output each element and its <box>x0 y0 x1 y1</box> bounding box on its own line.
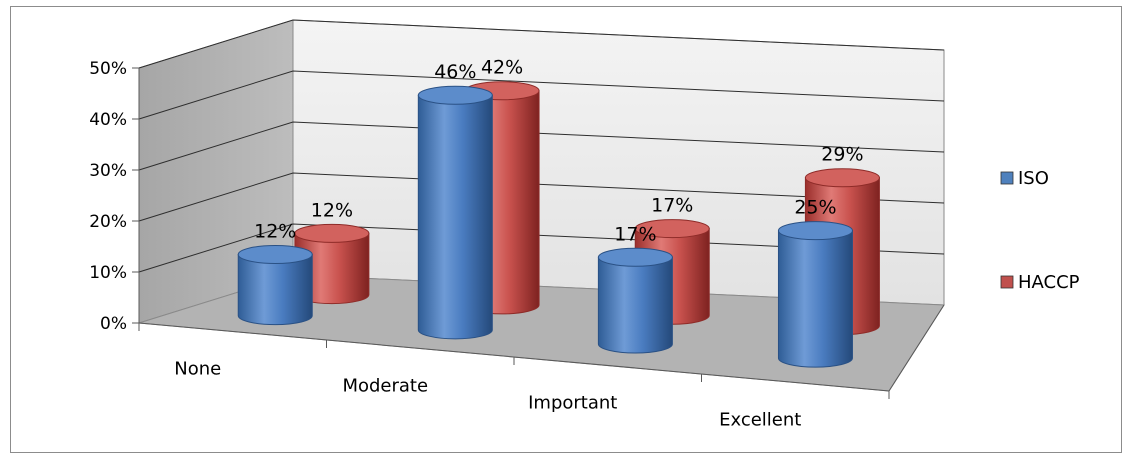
cylinder-top <box>804 168 880 188</box>
data-label: 17% <box>614 223 656 245</box>
cylinder-iso-none <box>237 244 313 326</box>
data-label: 42% <box>481 57 523 79</box>
cylinder-body <box>237 253 313 326</box>
chart-frame: 0% 10% 20% 30% 40% 50% None Moderate Important Ex… <box>10 6 1122 453</box>
data-label: 17% <box>651 195 693 217</box>
data-label: 46% <box>434 61 476 83</box>
cylinder-iso-moderate <box>417 85 493 340</box>
chart-svg: 0% 10% 20% 30% 40% 50% None Moderate Important Ex… <box>89 19 1080 431</box>
cylinder-haccp-none <box>294 223 370 305</box>
floor-right-edge <box>888 304 945 392</box>
data-label: 12% <box>254 220 296 242</box>
chart-gridlines <box>138 19 945 273</box>
category-label: Moderate <box>342 376 428 397</box>
cylinder-body <box>597 256 673 354</box>
data-label: 25% <box>794 197 836 219</box>
gridline <box>138 223 945 273</box>
chart-bars <box>237 81 880 368</box>
y-tick-label: 40% <box>89 110 127 130</box>
legend-label-iso: ISO <box>1018 168 1049 189</box>
cylinder-iso-excellent <box>777 221 853 368</box>
legend-label-haccp: HACCP <box>1018 272 1080 293</box>
gridline <box>138 70 945 120</box>
chart-labels: 12% 42% 17% 29% 12% 46% 17% 25% <box>254 57 863 246</box>
cylinder-top <box>294 223 370 243</box>
cylinder-top <box>597 247 673 267</box>
legend-swatch-haccp <box>1000 275 1014 289</box>
cylinder-top <box>237 244 313 264</box>
data-label: 29% <box>821 144 863 166</box>
cylinder-top <box>417 85 493 105</box>
y-tick-label: 20% <box>89 212 127 232</box>
chart-axes: 0% 10% 20% 30% 40% 50% None Moderate Important Ex… <box>89 59 945 431</box>
cylinder-top <box>777 221 853 241</box>
category-label: Excellent <box>719 410 801 431</box>
gridline <box>138 172 945 222</box>
data-label: 12% <box>311 199 353 221</box>
cylinder-body <box>417 94 493 340</box>
category-label: Important <box>528 393 617 414</box>
y-tick-label: 30% <box>89 161 127 181</box>
gridline <box>138 121 945 171</box>
cylinder-body <box>777 230 853 368</box>
cylinder-top <box>634 219 710 239</box>
y-tick-label: 50% <box>89 59 127 79</box>
cylinder-iso-important <box>597 247 673 354</box>
y-tick-label: 0% <box>100 314 127 334</box>
y-tick-label: 10% <box>89 263 127 283</box>
gridline <box>138 19 945 69</box>
chart-legend: ISO HACCP <box>1000 168 1080 293</box>
legend-swatch-iso <box>1000 171 1014 185</box>
category-label: None <box>174 359 221 380</box>
